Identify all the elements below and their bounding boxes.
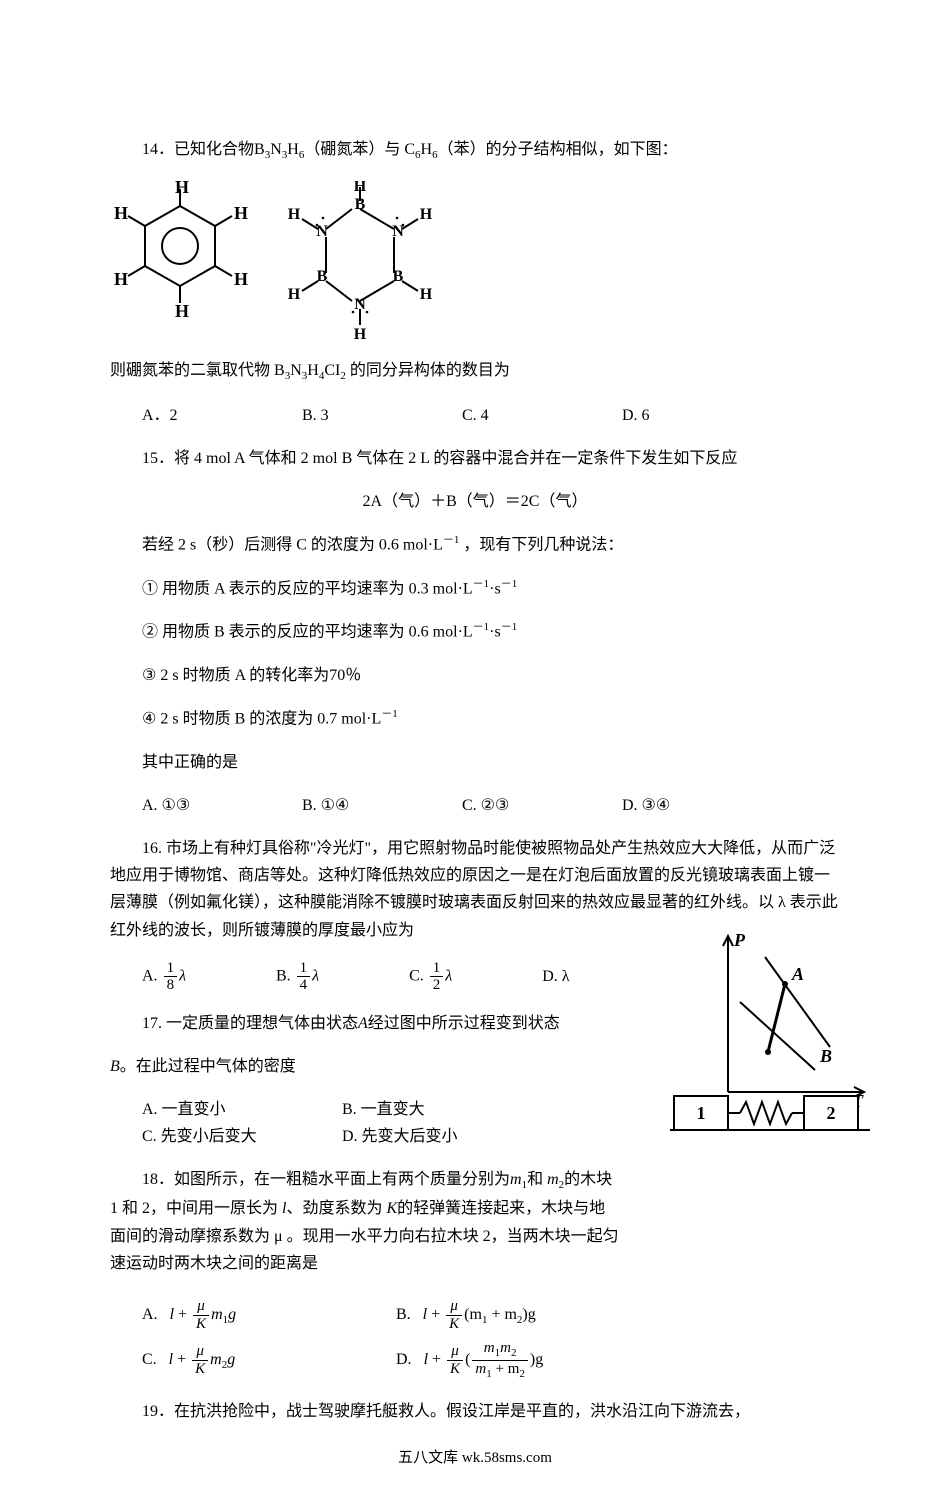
molecule-diagrams: H H H H H H xyxy=(110,181,840,341)
svg-text:H: H xyxy=(114,203,128,223)
q18-choices: A. l + μKm1g B. l + μK(m1 + m2)g C. l + … xyxy=(142,1293,840,1383)
q15-item1: ① 用物质 A 表示的反应的平均速率为 0.3 mol·L－1·s－1 xyxy=(110,575,840,603)
svg-text:A: A xyxy=(791,964,804,984)
svg-text:H: H xyxy=(234,269,248,289)
q15-stem: 15．将 4 mol A 气体和 2 mol B 气体在 2 L 的容器中混合并… xyxy=(110,445,840,472)
q15-equation: 2A（气）＋B（气）＝2C（气） xyxy=(110,488,840,515)
svg-text:H: H xyxy=(354,181,367,195)
benzene-icon: H H H H H H xyxy=(110,181,250,321)
svg-text:2: 2 xyxy=(827,1103,836,1123)
svg-text:B: B xyxy=(393,268,404,285)
svg-text:B: B xyxy=(819,1046,832,1066)
borazine-icon: B N B N B N H H H H H H xyxy=(280,181,440,341)
svg-text:H: H xyxy=(288,206,301,223)
page-footer: 五八文库 wk.58sms.com xyxy=(110,1446,840,1472)
q15-item3: ③ 2 s 时物质 A 的转化率为70％ xyxy=(110,662,840,689)
pv-graph-icon: P T A B xyxy=(710,932,870,1107)
q14-line2: 则硼氮苯的二氯取代物 B3N3H4CI2 的同分异构体的数目为 xyxy=(110,357,840,386)
q15-which: 其中正确的是 xyxy=(110,749,840,776)
q15-line1: 若经 2 s（秒）后测得 C 的浓度为 0.6 mol·L－1 ，现有下列几种说… xyxy=(110,531,840,559)
svg-text:H: H xyxy=(114,269,128,289)
svg-text:H: H xyxy=(354,326,367,341)
svg-text:N: N xyxy=(354,296,366,313)
q14-stem: 14．已知化合物B3N3H6（硼氮苯）与 C6H6（苯）的分子结构相似，如下图： xyxy=(110,136,840,165)
svg-text:H: H xyxy=(175,181,189,197)
q15-item4: ④ 2 s 时物质 B 的浓度为 0.7 mol·L－1 xyxy=(110,705,840,733)
svg-text:B: B xyxy=(355,196,366,213)
q16-stem: 16. 市场上有种灯具俗称"冷光灯"，用它照射物品时能使被照物品处产生热效应大大… xyxy=(110,835,840,944)
svg-text:N: N xyxy=(392,223,404,240)
svg-text:N: N xyxy=(316,223,328,240)
q14-choices: A．2 B. 3 C. 4 D. 6 xyxy=(142,402,840,429)
spring-diagram-icon: 1 2 xyxy=(670,1088,880,1138)
svg-text:P: P xyxy=(733,932,746,950)
svg-text:1: 1 xyxy=(697,1103,706,1123)
svg-text:H: H xyxy=(288,286,301,303)
q18-stem: 18．如图所示，在一粗糙水平面上有两个质量分别为m1和 m2的木块 1 和 2，… xyxy=(110,1166,840,1276)
q15-choices: A. ①③ B. ①④ C. ②③ D. ③④ xyxy=(142,792,840,819)
q19-stem: 19．在抗洪抢险中，战士驾驶摩托艇救人。假设江岸是平直的，洪水沿江向下游流去， xyxy=(110,1398,840,1425)
svg-text:H: H xyxy=(175,301,189,321)
q15-item2: ② 用物质 B 表示的反应的平均速率为 0.6 mol·L－1·s－1 xyxy=(110,618,840,646)
svg-text:B: B xyxy=(317,268,328,285)
svg-text:H: H xyxy=(420,286,433,303)
svg-text:H: H xyxy=(234,203,248,223)
svg-text:H: H xyxy=(420,206,433,223)
